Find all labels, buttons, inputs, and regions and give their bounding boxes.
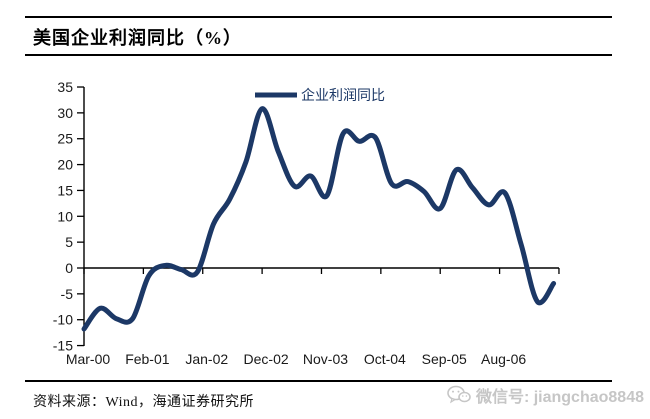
- x-tick-label: Mar-00: [66, 351, 111, 367]
- legend: 企业利润同比: [255, 87, 385, 103]
- y-tick-label: 35: [57, 79, 73, 95]
- y-tick-label: 10: [57, 208, 73, 224]
- x-tick-label: Nov-03: [303, 351, 348, 367]
- header-rule-bottom: [25, 54, 612, 56]
- y-tick-label: 20: [57, 157, 73, 173]
- page-title: 美国企业利润同比（%）: [33, 28, 242, 48]
- wechat-watermark: 微信号: jiangchao8848: [447, 383, 644, 407]
- legend-label: 企业利润同比: [301, 87, 385, 103]
- x-tick-label: Feb-01: [125, 351, 170, 367]
- y-tick-label: 30: [57, 105, 73, 121]
- series-line: [81, 106, 557, 332]
- chart-axes: [77, 86, 560, 347]
- x-tick-label: Aug-06: [481, 351, 526, 367]
- y-tick-label: 0: [65, 260, 73, 276]
- y-tick-label: 15: [57, 182, 73, 198]
- x-tick-label: Dec-02: [244, 351, 289, 367]
- footer-rule: [25, 380, 612, 382]
- y-tick-label: 5: [65, 234, 73, 250]
- header-rule-top: [25, 16, 612, 18]
- x-tick-label: Jan-02: [185, 351, 228, 367]
- y-tick-label: -5: [61, 286, 74, 302]
- x-tick-label: Oct-04: [364, 351, 406, 367]
- y-tick-label: -10: [53, 312, 73, 328]
- watermark-text: 微信号: jiangchao8848: [475, 389, 644, 406]
- x-tick-label: Sep-05: [422, 351, 467, 367]
- wechat-icon: [447, 385, 471, 404]
- source-note: 资料来源：Wind，海通证券研究所: [33, 395, 255, 410]
- y-tick-label: -15: [53, 338, 73, 354]
- y-tick-label: 25: [57, 131, 73, 147]
